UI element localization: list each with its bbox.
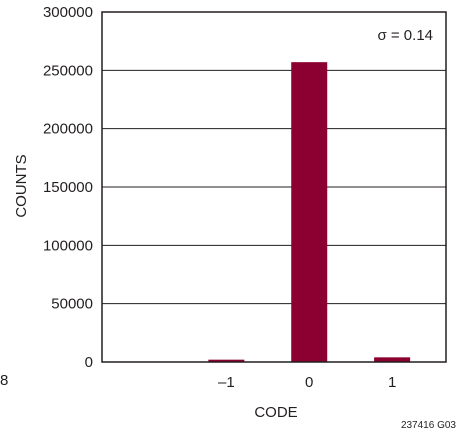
bars <box>208 62 411 363</box>
y-axis-title: COUNTS <box>13 154 30 217</box>
y-tick-label-4: 200000 <box>43 121 93 138</box>
x-tick-label-1: 0 <box>305 374 313 391</box>
y-axis-ticks: 0 50000 100000 150000 200000 250000 300000 <box>43 4 93 371</box>
bar-0 <box>208 359 245 362</box>
x-axis-title: CODE <box>254 404 297 421</box>
bar-1 <box>291 62 328 363</box>
y-tick-label-1: 50000 <box>51 296 93 313</box>
figure-id: 237416 G03 <box>401 420 456 431</box>
sigma-annotation: σ = 0.14 <box>377 27 433 44</box>
bar-2 <box>374 357 411 362</box>
x-axis-ticks: –1 0 1 <box>218 374 396 391</box>
y-tick-label-3: 150000 <box>43 179 93 196</box>
x-tick-label-0: –1 <box>218 374 235 391</box>
stray-mark: 8 <box>0 372 8 389</box>
plot-frame <box>101 11 447 363</box>
x-tick-label-2: 1 <box>388 374 396 391</box>
y-tick-label-6: 300000 <box>43 4 93 21</box>
y-tick-label-2: 100000 <box>43 237 93 254</box>
y-tick-label-5: 250000 <box>43 62 93 79</box>
gridlines <box>102 69 446 305</box>
y-tick-label-0: 0 <box>85 354 93 371</box>
